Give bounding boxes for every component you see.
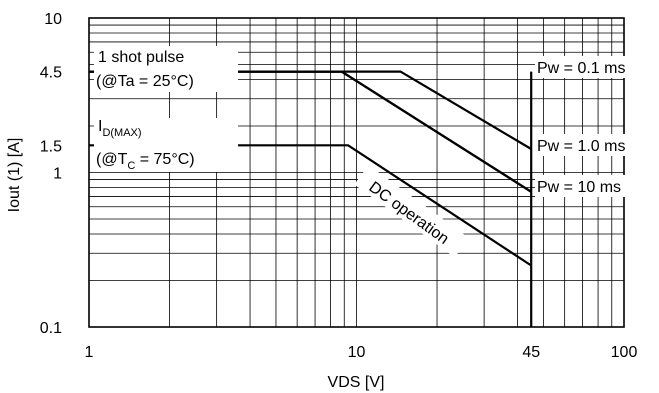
pw100-label-bg	[535, 175, 659, 197]
pw10-label: Pw = 10 ms	[537, 179, 621, 196]
idmax-label-bg	[94, 118, 238, 172]
grid-lines	[89, 18, 624, 327]
x-tick-label: 10	[348, 344, 366, 361]
x-tick-label: 45	[522, 344, 540, 361]
y-tick-label: 10	[44, 11, 62, 28]
pw01-label-bg	[535, 56, 659, 78]
pw1-label: Pw = 1.0 ms	[537, 138, 625, 155]
pw10-label-bg	[535, 134, 659, 156]
y-tick-label: 1.5	[40, 138, 62, 155]
data-lines	[89, 70, 533, 327]
pw01-label: Pw = 0.1 ms	[537, 60, 625, 77]
pulse-label-line1: 1 shot pulse	[98, 49, 184, 66]
x-tick-label: 1	[85, 344, 94, 361]
x-axis-label: VDS [V]	[328, 374, 385, 391]
plot-frame	[88, 17, 625, 328]
tc-label: (@TC = 75°C)	[96, 151, 195, 172]
y-axis-label: Iout (1) [A]	[6, 138, 23, 213]
tick-labels: 1 10 45 100 0.1 1 1.5 4.5 10	[40, 11, 638, 361]
idmax-label: ID(MAX)	[98, 118, 142, 139]
y-tick-label: 1	[53, 166, 62, 183]
pulse-label-bg	[94, 46, 238, 92]
dc-operation-label: DC operation	[366, 179, 452, 248]
pulse-label-line2: (@Ta = 25°C)	[96, 73, 194, 90]
y-tick-label: 4.5	[40, 65, 62, 82]
dc-label-bg	[354, 165, 469, 258]
x-tick-label: 100	[611, 344, 638, 361]
y-tick-label: 0.1	[40, 320, 62, 337]
